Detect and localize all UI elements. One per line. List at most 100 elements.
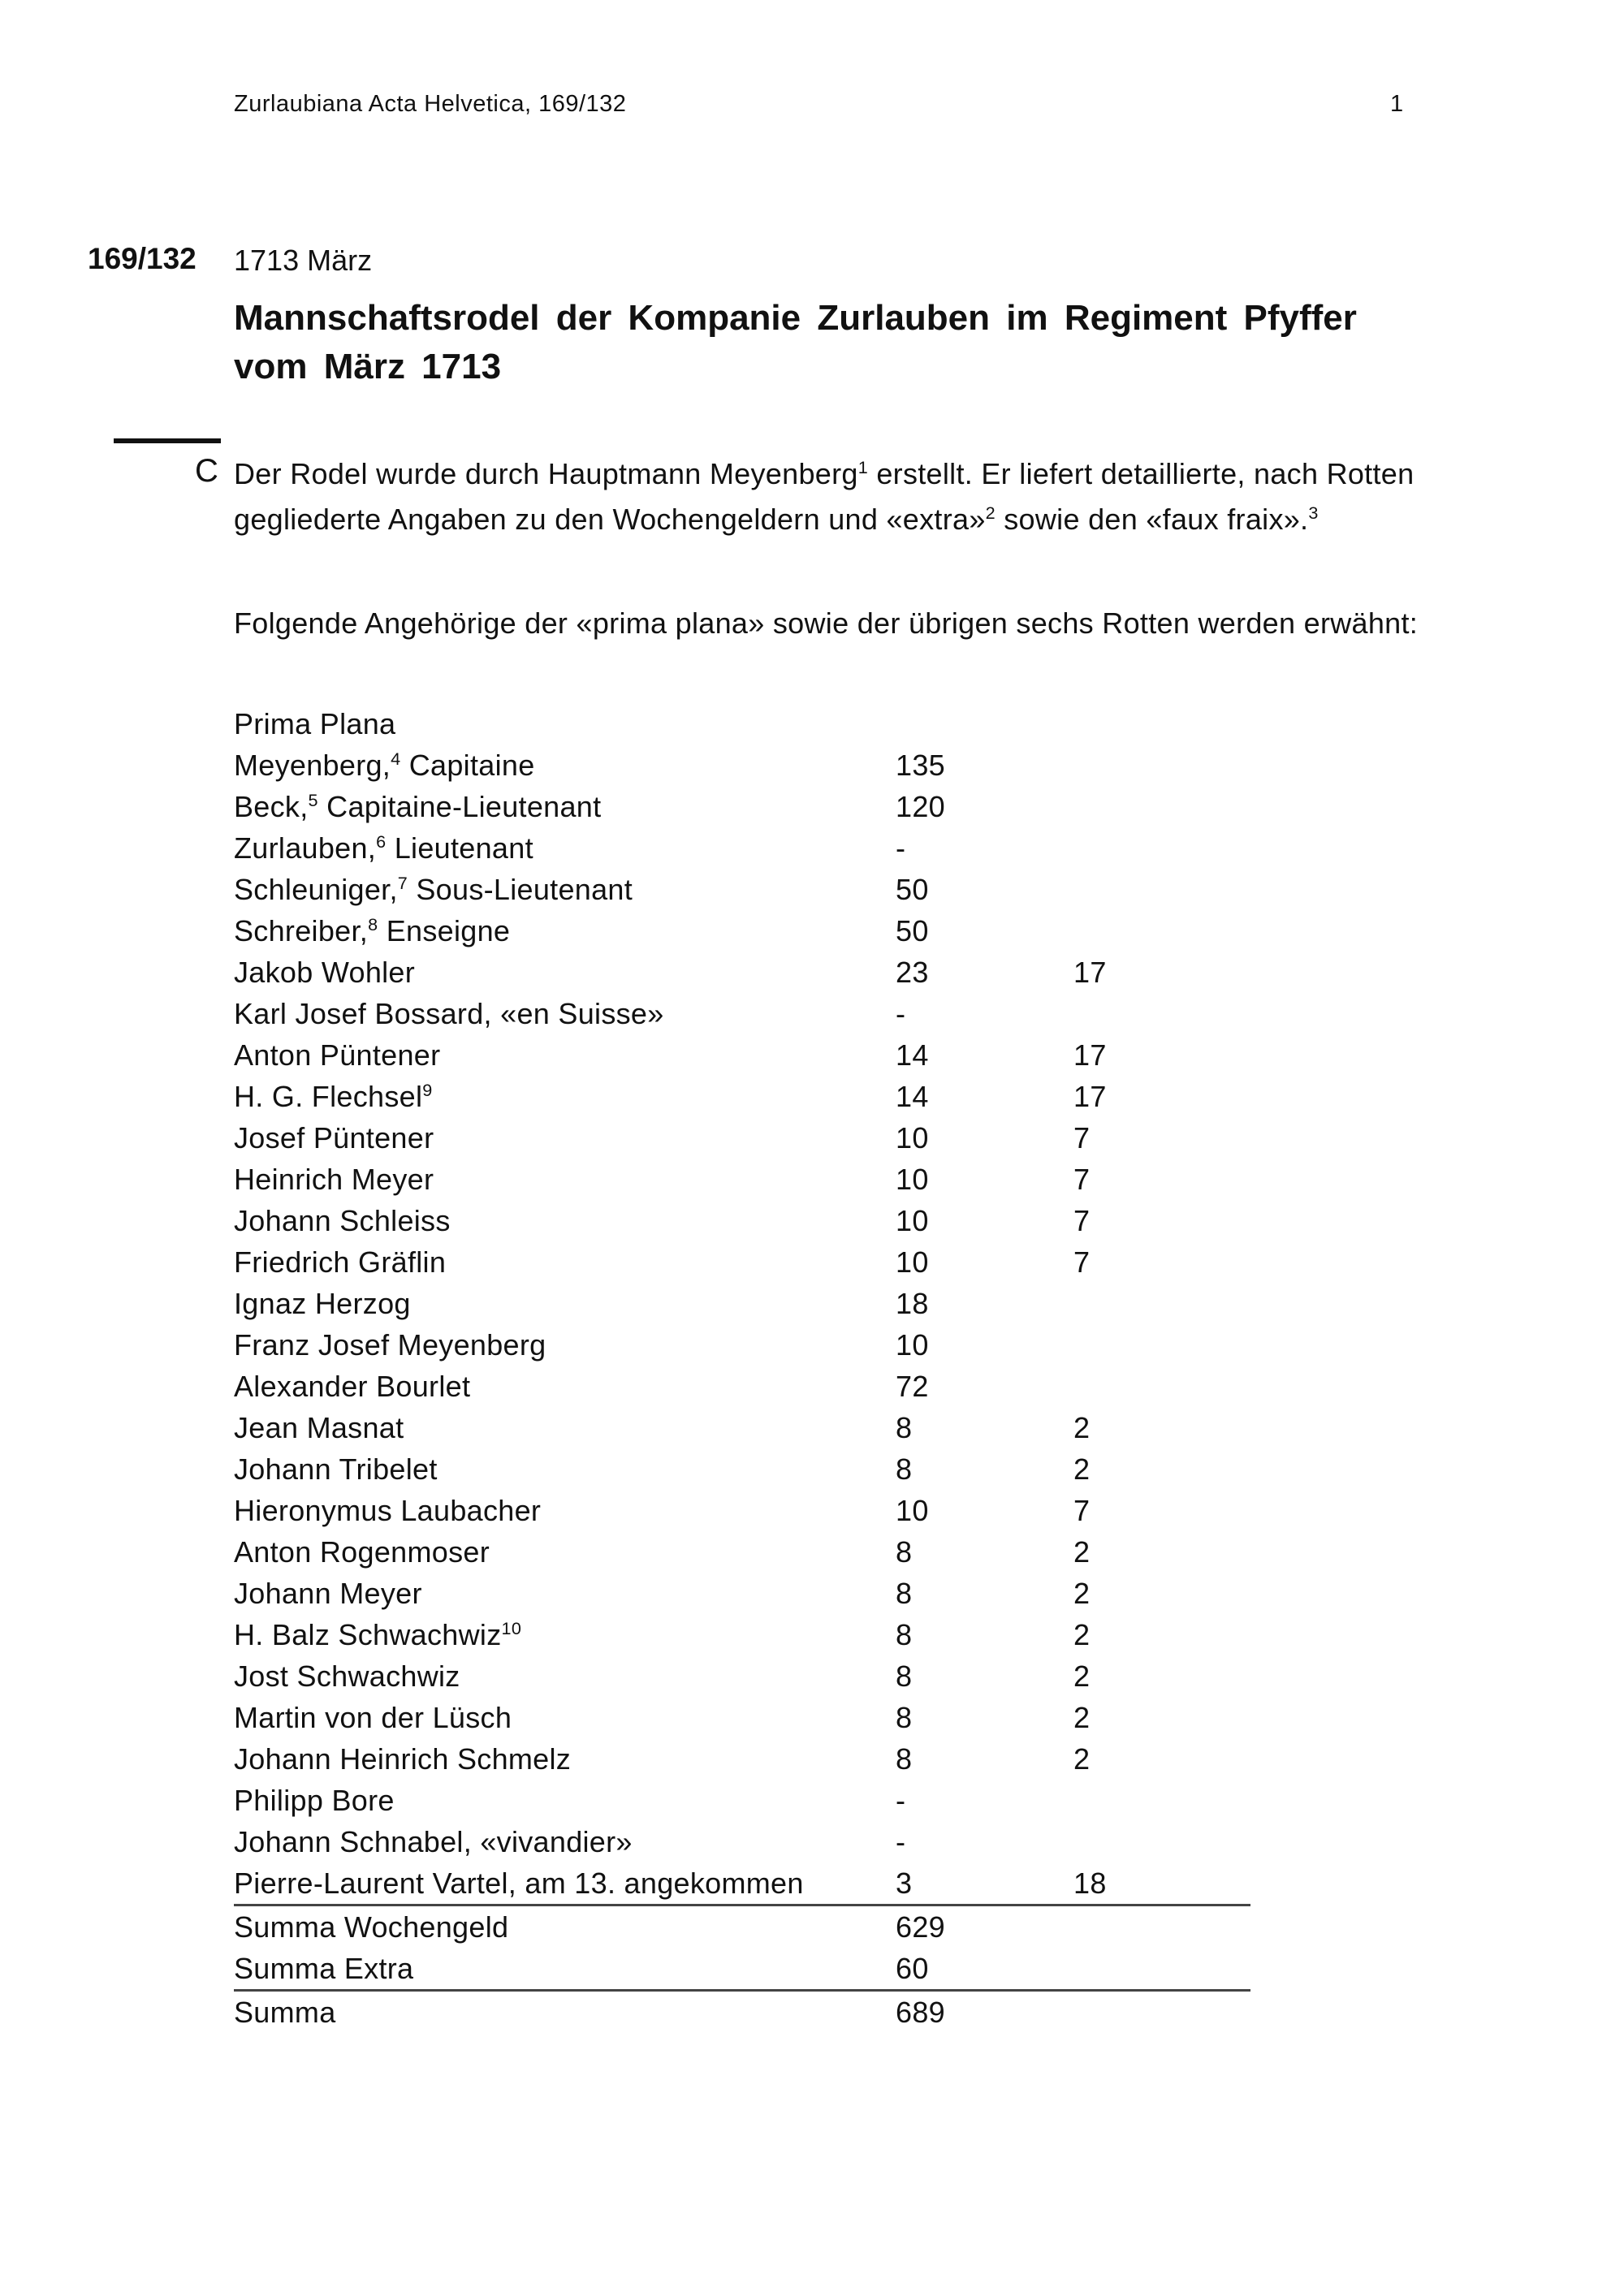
total-value: 629	[896, 1910, 945, 1944]
wochengeld-cell: 3	[896, 1867, 913, 1900]
name: Alexander Bourlet	[234, 1370, 471, 1403]
member-name: Johann Meyer	[234, 1573, 422, 1614]
extra-cell: 7	[1073, 1494, 1091, 1527]
member-name: Heinrich Meyer	[234, 1159, 434, 1200]
text: Der Rodel wurde durch Hauptmann Meyenber…	[234, 457, 858, 490]
wochengeld-cell: 10	[896, 1121, 929, 1154]
footnote-ref[interactable]: 4	[391, 749, 401, 769]
wochengeld-cell: 10	[896, 1163, 929, 1196]
member-name: Martin von der Lüsch	[234, 1697, 512, 1738]
wochengeld-cell: 8	[896, 1411, 913, 1444]
table-row: Beck,5 Capitaine-Lieutenant 120	[234, 786, 1250, 827]
table-row: Jean Masnat 8 2	[234, 1407, 1250, 1448]
name: Philipp Bore	[234, 1784, 395, 1817]
member-name: Pierre-Laurent Vartel, am 13. angekommen	[234, 1862, 804, 1904]
name: Pierre-Laurent Vartel, am 13. angekommen	[234, 1867, 804, 1900]
footnote-ref[interactable]: 9	[422, 1080, 433, 1100]
table-row: Friedrich Gräflin 10 7	[234, 1241, 1250, 1283]
name: Johann Schleiss	[234, 1204, 451, 1237]
extra-cell: 2	[1073, 1452, 1091, 1486]
total-row: Summa Extra 60	[234, 1948, 1250, 1992]
wochengeld-cell: 8	[896, 1742, 913, 1776]
member-name: Jakob Wohler	[234, 952, 415, 993]
wochengeld-cell: 8	[896, 1618, 913, 1651]
name: Jean Masnat	[234, 1411, 404, 1444]
name: Jakob Wohler	[234, 956, 416, 989]
member-name: Friedrich Gräflin	[234, 1241, 446, 1283]
rank: Sous-Lieutenant	[408, 873, 633, 906]
name: Josef Püntener	[234, 1121, 434, 1154]
table-row: Schreiber,8 Enseigne 50	[234, 910, 1250, 952]
table-row: Johann Tribelet 8 2	[234, 1448, 1250, 1490]
name: Johann Meyer	[234, 1577, 422, 1610]
total-label: Summa Wochengeld	[234, 1910, 509, 1944]
name: Franz Josef Meyenberg	[234, 1328, 546, 1362]
total-row: Summa 689	[234, 1992, 1250, 2033]
member-name: Johann Schleiss	[234, 1200, 451, 1241]
rank: Capitaine	[400, 749, 535, 782]
name: Hieronymus Laubacher	[234, 1494, 542, 1527]
name: Anton Püntener	[234, 1038, 441, 1072]
wochengeld-cell: 23	[896, 956, 929, 989]
wochengeld-cell: -	[896, 1825, 906, 1858]
wochengeld-cell: 10	[896, 1328, 929, 1362]
wochengeld-cell: 10	[896, 1204, 929, 1237]
footnote-ref[interactable]: 1	[857, 457, 869, 477]
member-name: Anton Rogenmoser	[234, 1531, 490, 1573]
table-row: Meyenberg,4 Capitaine 135	[234, 744, 1250, 786]
table-row: Zurlauben,6 Lieutenant -	[234, 827, 1250, 869]
footnote-ref[interactable]: 2	[985, 503, 996, 523]
total-label: Summa Extra	[234, 1952, 414, 1985]
member-name: Johann Tribelet	[234, 1448, 438, 1490]
total-value: 60	[896, 1952, 929, 1985]
member-name: Alexander Bourlet	[234, 1366, 470, 1407]
footnote-ref[interactable]: 6	[376, 831, 387, 852]
rank: Lieutenant	[386, 831, 533, 865]
extra-cell: 7	[1073, 1163, 1091, 1196]
intro-paragraph: Folgende Angehörige der «prima plana» so…	[234, 606, 1419, 640]
footnote-ref[interactable]: 8	[368, 914, 378, 934]
wochengeld-cell: 8	[896, 1577, 913, 1610]
rank: Enseigne	[378, 914, 511, 947]
extra-cell: 2	[1073, 1659, 1091, 1693]
name: Beck,	[234, 790, 309, 823]
table-row: Johann Schnabel, «vivandier» -	[234, 1821, 1250, 1862]
text: erstellt. Er liefert detaillierte, nach …	[234, 457, 1415, 536]
wochengeld-cell: 8	[896, 1659, 913, 1693]
table-row: Alexander Bourlet 72	[234, 1366, 1250, 1407]
table-row: H. G. Flechsel9 14 17	[234, 1076, 1250, 1117]
wochengeld-cell: 18	[896, 1287, 929, 1320]
member-name: Karl Josef Bossard, «en Suisse»	[234, 993, 664, 1034]
table-row: Johann Meyer 8 2	[234, 1573, 1250, 1614]
name: Friedrich Gräflin	[234, 1245, 447, 1279]
footnote-ref[interactable]: 3	[1308, 503, 1319, 523]
wochengeld-cell: -	[896, 997, 906, 1030]
wochengeld-cell: 8	[896, 1535, 913, 1569]
wochengeld-cell: 10	[896, 1245, 929, 1279]
table-row: Heinrich Meyer 10 7	[234, 1159, 1250, 1200]
member-name: H. Balz Schwachwiz10	[234, 1614, 521, 1655]
name: Martin von der Lüsch	[234, 1701, 512, 1734]
wochengeld-cell: 135	[896, 749, 945, 782]
table-row: Philipp Bore -	[234, 1780, 1250, 1821]
member-name: Anton Püntener	[234, 1034, 440, 1076]
extra-cell: 7	[1073, 1245, 1091, 1279]
table-row: Anton Rogenmoser 8 2	[234, 1531, 1250, 1573]
rank: Capitaine-Lieutenant	[317, 790, 602, 823]
member-name: Jean Masnat	[234, 1407, 404, 1448]
name: Ignaz Herzog	[234, 1287, 411, 1320]
member-name: Franz Josef Meyenberg	[234, 1324, 546, 1366]
table-row: Franz Josef Meyenberg 10	[234, 1324, 1250, 1366]
document-id: 169/132	[88, 242, 197, 275]
footnote-ref[interactable]: 5	[308, 790, 318, 810]
extra-cell: 2	[1073, 1577, 1091, 1610]
footnote-ref[interactable]: 7	[397, 873, 408, 893]
member-name: Zurlauben,6 Lieutenant	[234, 827, 533, 869]
member-name: Philipp Bore	[234, 1780, 395, 1821]
footnote-ref[interactable]: 10	[501, 1618, 522, 1638]
name: Karl Josef Bossard, «en Suisse»	[234, 997, 664, 1030]
table-row: Johann Schleiss 10 7	[234, 1200, 1250, 1241]
extra-cell: 2	[1073, 1618, 1091, 1651]
wochengeld-cell: 14	[896, 1080, 929, 1113]
extra-cell: 7	[1073, 1204, 1091, 1237]
